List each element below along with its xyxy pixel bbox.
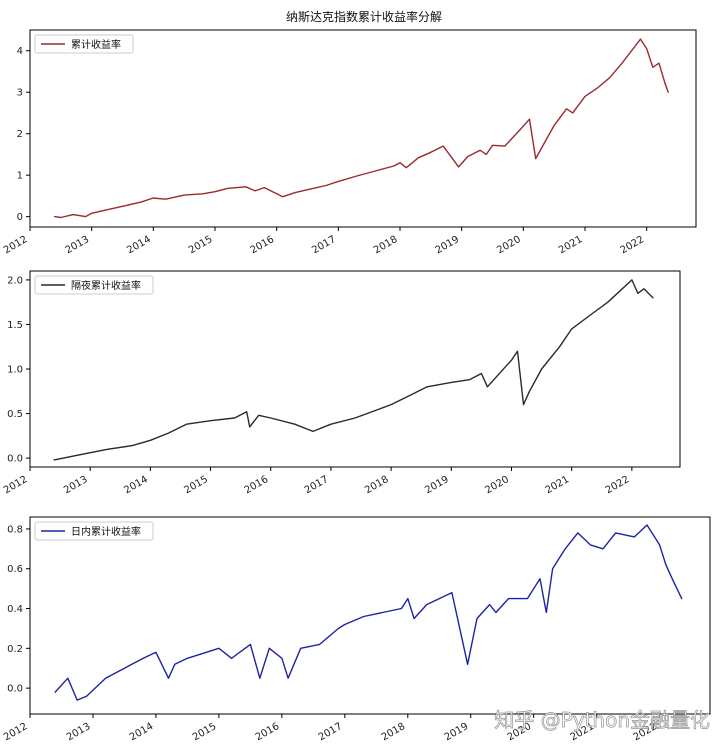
- x-tick-label: 2019: [434, 234, 462, 256]
- y-tick-label: 1.0: [7, 365, 23, 376]
- x-tick-label: 2014: [125, 234, 153, 256]
- x-tick-label: 2022: [604, 474, 632, 496]
- y-tick-label: 4: [17, 46, 23, 57]
- x-tick-label: 2018: [363, 474, 391, 496]
- x-tick-label: 2016: [254, 721, 282, 743]
- y-tick-label: 1: [17, 171, 23, 182]
- y-tick-label: 0.8: [7, 524, 23, 535]
- x-tick-label: 2015: [187, 234, 215, 256]
- x-tick-label: 2013: [65, 721, 93, 743]
- panel-cumulative-return: 0 1 2 3 4 2012 2013 2014 2015 2016 2017 2018 2019 202…: [2, 29, 697, 256]
- x-tick-label: 2015: [191, 721, 219, 743]
- x-tick-label: 2013: [64, 234, 92, 256]
- panel-overnight-return: 0.0 0.5 1.0 1.5 2.0 2012 2013 2014 2015 2016 2017 2…: [2, 270, 681, 496]
- y-tick-label: 0.0: [7, 684, 23, 695]
- x-tick-label: 2022: [619, 234, 647, 256]
- y-tick-label: 1.5: [7, 320, 23, 331]
- y-tick-label: 0.5: [7, 409, 23, 420]
- x-tick-label: 2012: [2, 234, 30, 256]
- x-tick-label: 2012: [2, 474, 30, 496]
- x-tick-label: 2021: [544, 474, 572, 496]
- series-line: [54, 524, 683, 701]
- legend: [34, 275, 154, 295]
- x-tick-label: 2017: [303, 474, 331, 496]
- axes-frame: [29, 29, 697, 228]
- y-tick-label: 0: [17, 212, 23, 223]
- x-tick-label: 2018: [372, 234, 400, 256]
- y-tick-label: 3: [17, 88, 23, 99]
- x-tick-label: 2020: [483, 474, 511, 496]
- legend-label: 累计收益率: [71, 38, 121, 51]
- y-tick-label: 0.2: [7, 644, 23, 655]
- legend-label: 隔夜累计收益率: [71, 279, 141, 292]
- x-tick-label: 2019: [443, 721, 471, 743]
- series-line: [53, 279, 654, 461]
- y-tick-label: 0.6: [7, 564, 23, 575]
- x-tick-label: 2015: [183, 474, 211, 496]
- x-tick-label: 2012: [2, 721, 30, 743]
- x-tick-label: 2014: [122, 474, 150, 496]
- x-tick-label: 2014: [128, 721, 156, 743]
- legend: [34, 521, 154, 541]
- legend: [34, 34, 134, 54]
- x-tick-label: 2016: [243, 474, 271, 496]
- x-tick-label: 2017: [317, 721, 345, 743]
- series-line: [54, 38, 669, 219]
- x-tick-label: 2017: [310, 234, 338, 256]
- legend-label: 日内累计收益率: [71, 525, 141, 538]
- y-tick-label: 0.4: [7, 604, 23, 615]
- x-tick-label: 2019: [423, 474, 451, 496]
- y-tick-label: 2: [17, 129, 23, 140]
- x-tick-label: 2020: [495, 234, 523, 256]
- chart-title: 纳斯达克指数累计收益率分解: [286, 9, 442, 24]
- axes-frame: [29, 270, 681, 468]
- y-tick-label: 0.0: [7, 454, 23, 465]
- x-tick-label: 2018: [380, 721, 408, 743]
- watermark: 知乎 @Python金融量化: [494, 708, 710, 732]
- y-tick-label: 2.0: [7, 275, 23, 286]
- x-tick-label: 2013: [62, 474, 90, 496]
- x-tick-label: 2016: [249, 234, 277, 256]
- panel-intraday-return: 0.0 0.2 0.4 0.6 0.8 2012 2013 2014 2015 2016 2017 2…: [2, 516, 711, 743]
- x-tick-label: 2021: [557, 234, 585, 256]
